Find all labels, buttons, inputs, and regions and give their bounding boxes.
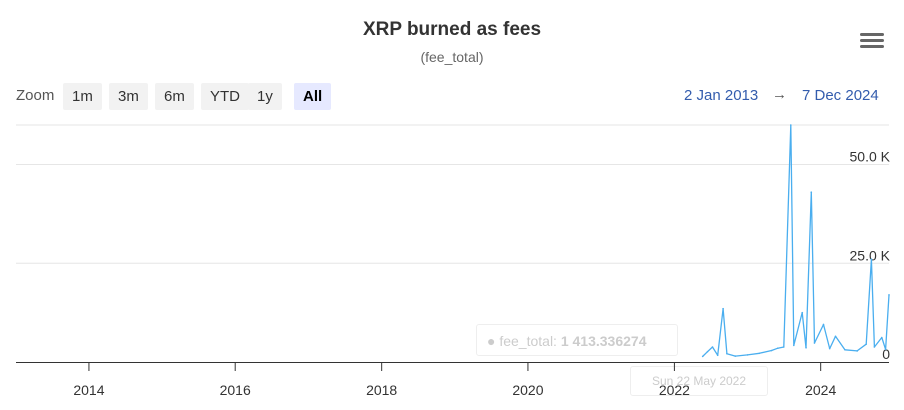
data-point — [758, 352, 761, 355]
y-tick-label: 0 — [882, 346, 890, 362]
data-point — [722, 307, 724, 310]
data-point — [726, 352, 728, 355]
data-point — [783, 346, 785, 348]
zoom-all-button[interactable]: All — [294, 83, 332, 110]
data-point — [711, 346, 714, 348]
chart-title: XRP burned as fees — [362, 19, 542, 40]
data-point — [873, 346, 876, 348]
range-from-input[interactable]: 2 Jan 2013 — [684, 87, 759, 104]
data-point — [790, 124, 792, 126]
x-tick-label: 2018 — [366, 382, 397, 398]
x-tick-label: 2016 — [220, 382, 251, 398]
tooltip-value: 1 413.336274 — [560, 333, 647, 349]
data-point — [822, 323, 825, 326]
x-tick-label: 2022 — [659, 382, 690, 398]
data-point — [770, 349, 773, 352]
zoom-6m-button[interactable]: 6m — [155, 83, 194, 110]
data-point — [870, 258, 873, 261]
data-point — [880, 336, 883, 339]
data-point — [701, 355, 704, 358]
zoom-1y-button[interactable]: 1y — [248, 83, 282, 110]
x-tick-label: 2014 — [73, 382, 104, 398]
data-point — [828, 347, 831, 350]
data-point — [793, 344, 795, 347]
data-point — [884, 348, 887, 351]
zoom-label: Zoom — [16, 87, 55, 104]
date-tooltip-ghost: Sun 22 May 2022 — [630, 366, 768, 396]
zoom-3m-button[interactable]: 3m — [109, 83, 148, 110]
data-point — [844, 348, 846, 351]
data-point — [801, 311, 804, 314]
range-to-input[interactable]: 7 Dec 2024 — [802, 87, 879, 104]
zoom-ytd-button[interactable]: YTD — [201, 83, 249, 110]
tooltip-series-label: ● fee_total: — [487, 333, 557, 349]
chart-subtitle: (fee_total) — [420, 49, 484, 65]
data-point — [856, 350, 858, 352]
y-tick-label: 50.0 K — [850, 149, 891, 165]
data-point — [734, 355, 737, 357]
zoom-1m-button[interactable]: 1m — [63, 83, 102, 110]
x-tick-label: 2024 — [805, 382, 836, 398]
data-point — [716, 354, 719, 357]
x-tick-label: 2020 — [512, 382, 543, 398]
hamburger-menu-icon[interactable] — [860, 33, 884, 51]
data-point — [810, 191, 813, 193]
data-point — [865, 343, 867, 346]
tooltip-ghost: ● fee_total: 1 413.336274 — [476, 324, 678, 356]
data-point — [834, 335, 837, 338]
data-point — [888, 294, 890, 296]
data-point — [776, 347, 779, 349]
y-tick-label: 25.0 K — [850, 247, 891, 263]
data-point — [805, 346, 807, 349]
data-point — [746, 354, 749, 356]
data-point — [813, 342, 816, 344]
data-point — [706, 350, 709, 353]
range-arrow: → — [772, 86, 787, 103]
